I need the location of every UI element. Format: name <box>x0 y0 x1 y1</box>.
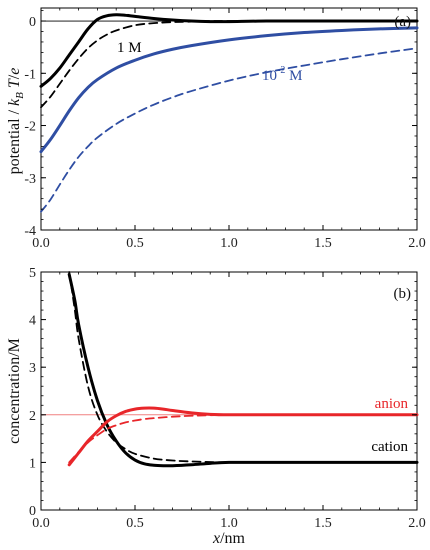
series-line-solid-0 <box>39 13 419 88</box>
series-line-dashed-1 <box>40 20 418 109</box>
panel-b-frame <box>40 271 418 511</box>
x-tick-label: 0.0 <box>32 236 50 251</box>
panel-a-series <box>39 13 419 213</box>
label-1M: 1 M <box>117 40 142 56</box>
y-tick-label: -1 <box>24 67 36 82</box>
label-cation: cation <box>371 439 408 455</box>
series-line-solid-2 <box>67 406 419 467</box>
series-line-solid-0 <box>67 272 419 468</box>
panel-a-x-ticks: 0.0 0.5 1.0 1.5 2.0 <box>32 8 426 251</box>
panel-b-x-ticks: 0.0 0.5 1.0 1.5 2.0 <box>32 272 426 531</box>
y-tick-label: -4 <box>24 224 36 239</box>
series-line-solid-2 <box>39 26 419 154</box>
x-tick-label: 1.0 <box>220 236 238 251</box>
x-tick-label: 0.5 <box>126 516 144 531</box>
label-10-2M-unit: M <box>285 68 302 84</box>
y-tick-label: -2 <box>24 120 36 135</box>
y-tick-label: 4 <box>29 314 36 329</box>
panel-b-y-ticks: 0 1 2 3 4 5 <box>29 266 417 519</box>
series-line-dashed-3 <box>40 47 418 213</box>
y-tick-label: 0 <box>29 15 36 30</box>
x-tick-label: 0.0 <box>32 516 50 531</box>
x-tick-label: 2.0 <box>408 236 426 251</box>
panel-b-y-axis-label: concentration/M <box>6 338 23 444</box>
label-10-2M-exp: -2 <box>277 65 285 76</box>
y-tick-label: 2 <box>29 409 36 424</box>
y-tick-label: 3 <box>29 361 36 376</box>
panel-a-y-ticks: 0 -1 -2 -3 -4 <box>24 10 417 239</box>
x-tick-label: 2.0 <box>408 516 426 531</box>
label-anion: anion <box>375 396 409 412</box>
x-tick-label: 1.5 <box>314 236 332 251</box>
panel-a-label: (a) <box>394 14 411 30</box>
y-tick-label: 1 <box>29 456 36 471</box>
series-line-dashed-3 <box>68 413 418 464</box>
series-line-dashed-1 <box>68 271 418 464</box>
x-tick-label: 1.5 <box>314 516 332 531</box>
y-tick-label: -3 <box>24 172 36 187</box>
x-tick-label: 1.0 <box>220 516 238 531</box>
label-10-2M-base: 10 <box>262 68 277 84</box>
panel-a-y-axis-label: potential / kB T/e <box>6 68 26 175</box>
panel-b-label: (b) <box>394 286 412 302</box>
y-tick-label: 0 <box>29 504 36 519</box>
panel-a: 0.0 0.5 1.0 1.5 2.0 0-1-2-3-4 (a) 1 M 10-2 M… <box>6 7 426 251</box>
y-tick-label: 5 <box>29 266 36 281</box>
x-tick-label: 0.5 <box>126 236 144 251</box>
panel-b-series <box>67 271 419 468</box>
label-10-2M: 10-2 M <box>262 65 302 84</box>
x-axis-label: x/nm <box>212 530 246 547</box>
